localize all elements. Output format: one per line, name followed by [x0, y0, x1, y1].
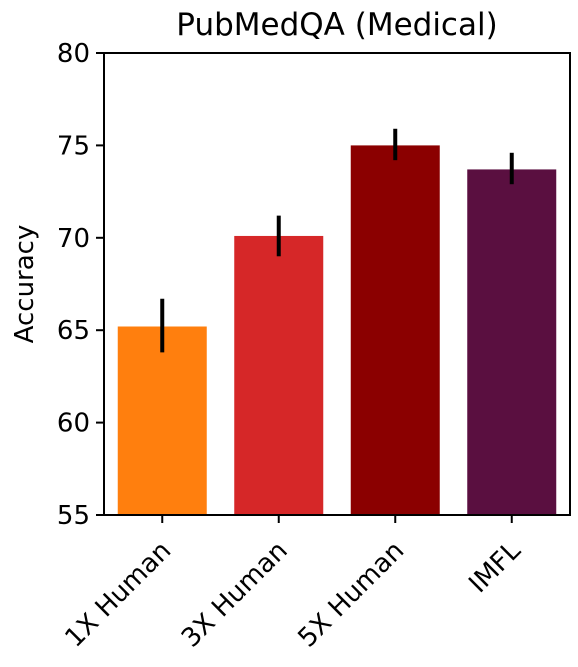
y-tick-label: 55: [57, 501, 90, 531]
x-tick-label: IMFL: [463, 535, 527, 599]
x-tick-label: 1X Human: [60, 536, 178, 654]
bars-group: [117, 145, 557, 515]
chart-title: PubMedQA (Medical): [176, 7, 497, 43]
plot-frame: [103, 52, 571, 516]
y-tick-label: 70: [57, 224, 90, 254]
bar-1x-human: [117, 326, 207, 515]
x-tick-label: 5X Human: [293, 536, 411, 654]
y-axis-label: Accuracy: [10, 225, 40, 344]
bar-3x-human: [234, 235, 324, 515]
error-bars-group: [160, 128, 514, 353]
bar-imfl: [467, 169, 557, 515]
y-tick-label: 80: [57, 39, 90, 69]
y-tick-label: 75: [57, 131, 90, 161]
y-ticks-group: 55 60 65 70 75 80: [57, 39, 104, 531]
y-tick-label: 65: [57, 316, 90, 346]
x-tick-label: 3X Human: [176, 536, 294, 654]
bar-5x-human: [350, 145, 440, 515]
y-tick-label: 60: [57, 409, 90, 439]
